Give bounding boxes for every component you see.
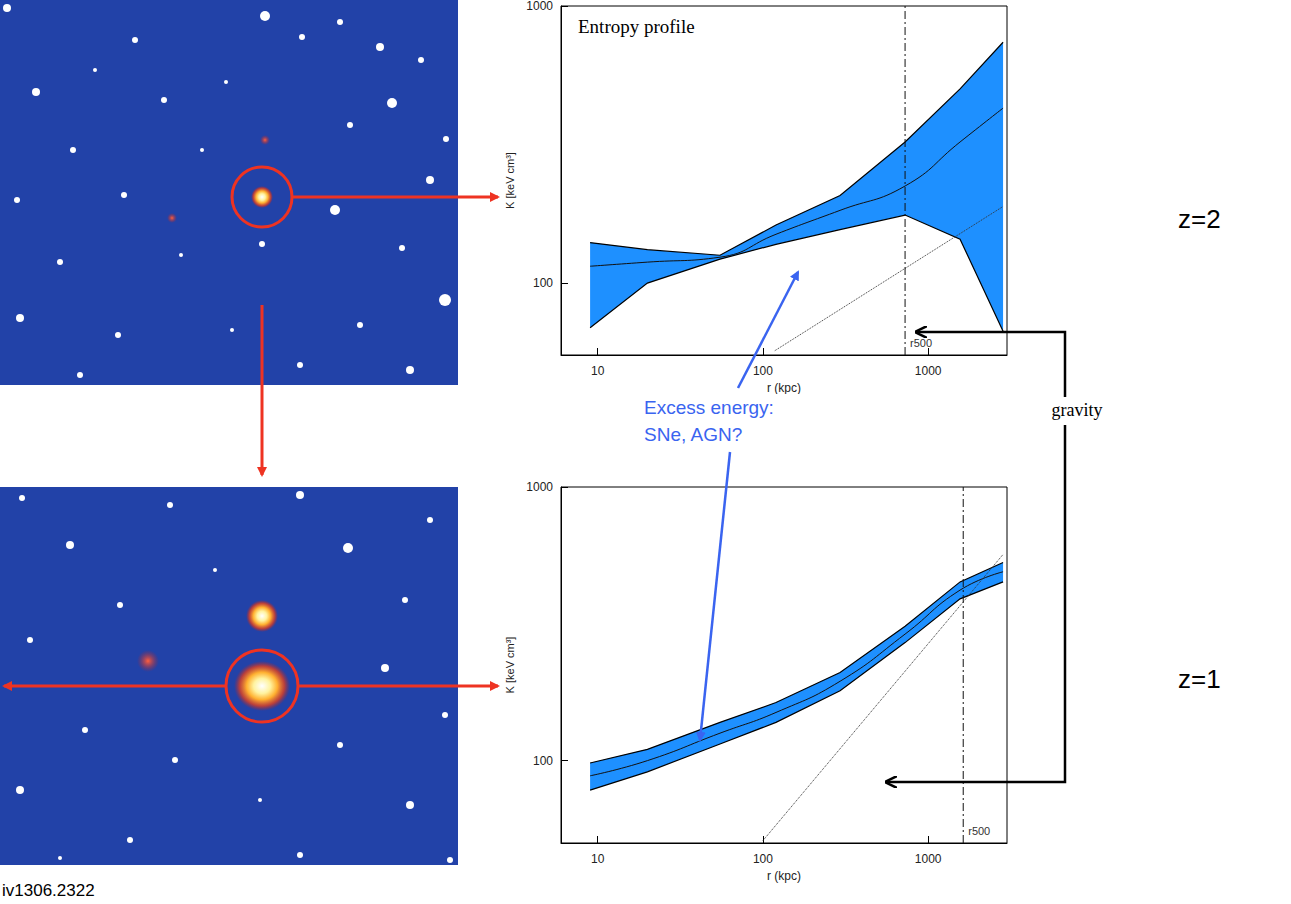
svg-text:10: 10 (591, 364, 605, 378)
svg-text:r (kpc): r (kpc) (767, 869, 801, 883)
svg-text:K [keV cm³]: K [keV cm³] (504, 152, 516, 209)
svg-text:100: 100 (753, 852, 773, 866)
svg-text:K [keV cm³]: K [keV cm³] (504, 637, 516, 694)
svg-text:Entropy profile: Entropy profile (578, 16, 695, 37)
svg-text:Excess energy:: Excess energy: (644, 397, 774, 418)
svg-text:iv1306.2322: iv1306.2322 (2, 881, 95, 900)
svg-text:r500: r500 (910, 337, 932, 349)
svg-text:10: 10 (591, 852, 605, 866)
svg-text:1000: 1000 (915, 364, 942, 378)
svg-text:100: 100 (533, 276, 553, 290)
svg-text:1000: 1000 (526, 0, 553, 13)
svg-text:1000: 1000 (915, 852, 942, 866)
svg-text:gravity: gravity (1052, 400, 1103, 420)
svg-text:SNe, AGN?: SNe, AGN? (644, 424, 742, 445)
svg-text:100: 100 (533, 754, 553, 768)
svg-text:r500: r500 (968, 825, 990, 837)
svg-text:1000: 1000 (526, 480, 553, 494)
svg-text:r (kpc): r (kpc) (767, 381, 801, 395)
svg-text:z=2: z=2 (1178, 204, 1221, 234)
svg-text:z=1: z=1 (1178, 664, 1221, 694)
svg-text:100: 100 (753, 364, 773, 378)
